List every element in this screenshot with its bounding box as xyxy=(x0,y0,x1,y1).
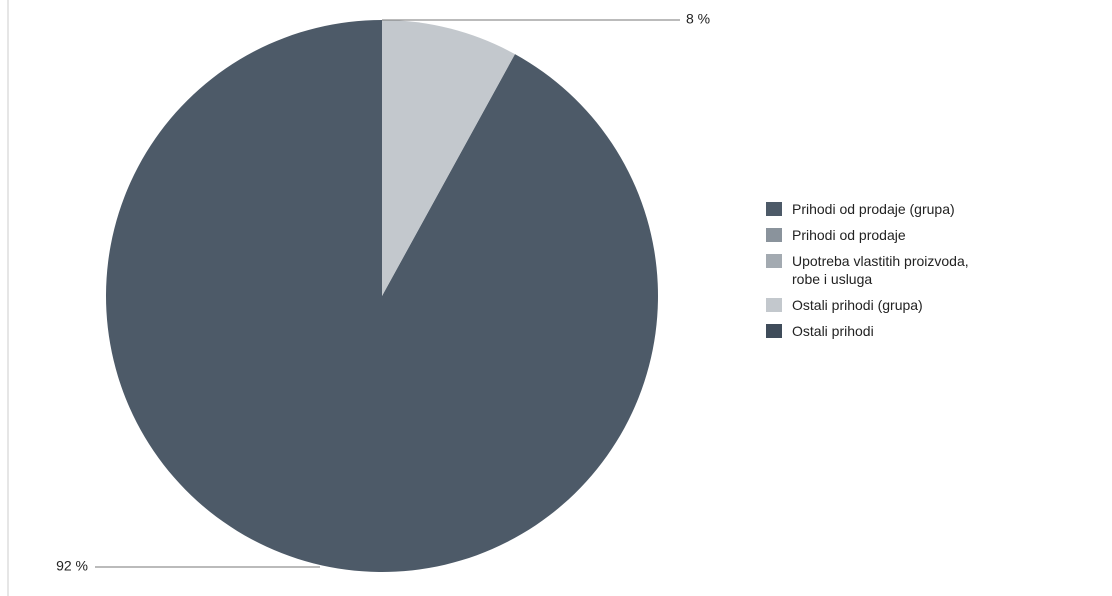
legend-item: Ostali prihodi xyxy=(766,322,996,340)
legend-item: Prihodi od prodaje xyxy=(766,226,996,244)
legend-label: Ostali prihodi (grupa) xyxy=(792,297,923,313)
pie-slice xyxy=(382,20,515,296)
legend-swatch xyxy=(766,254,782,268)
legend-swatch xyxy=(766,202,782,216)
legend: Prihodi od prodaje (grupa) Prihodi od pro… xyxy=(766,200,996,348)
legend-label: Ostali prihodi xyxy=(792,323,874,339)
legend-item: Ostali prihodi (grupa) xyxy=(766,296,996,314)
legend-item: Prihodi od prodaje (grupa) xyxy=(766,200,996,218)
legend-label: Upotreba vlastitih proizvoda, robe i usl… xyxy=(792,253,969,287)
legend-label: Prihodi od prodaje (grupa) xyxy=(792,201,955,217)
legend-swatch xyxy=(766,298,782,312)
slice-label: 92 % xyxy=(56,558,88,574)
pie-slice xyxy=(105,20,658,572)
legend-swatch xyxy=(766,228,782,242)
slice-label: 8 % xyxy=(686,11,710,27)
legend-item: Upotreba vlastitih proizvoda, robe i usl… xyxy=(766,252,996,288)
legend-swatch xyxy=(766,324,782,338)
legend-label: Prihodi od prodaje xyxy=(792,227,906,243)
